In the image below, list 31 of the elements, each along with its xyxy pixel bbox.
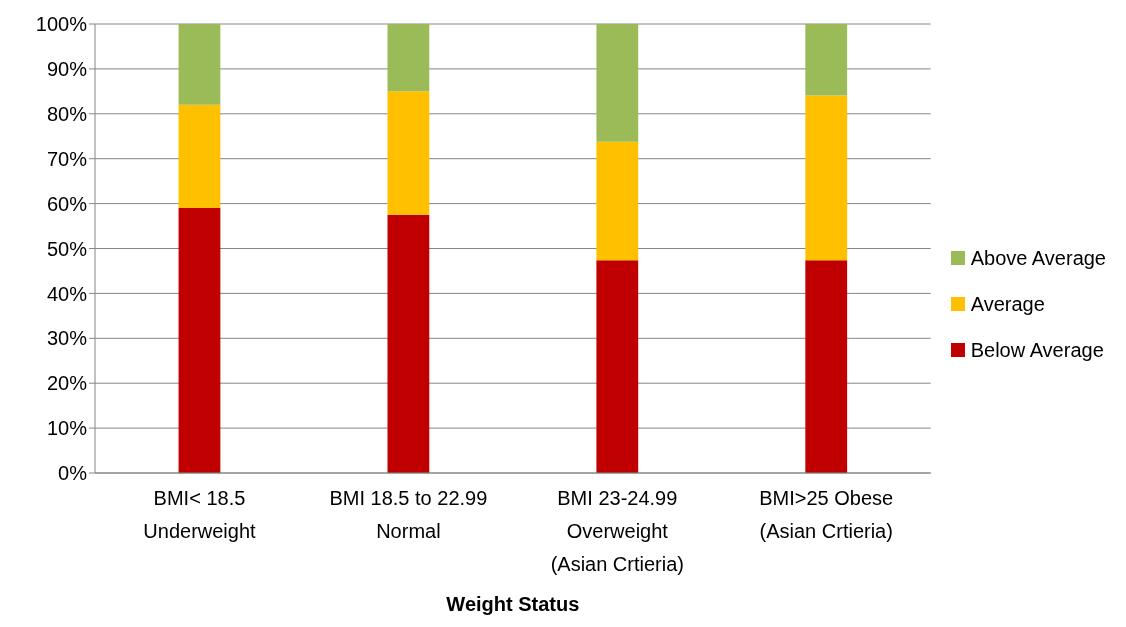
bar [596, 260, 639, 473]
x-tick-label: BMI>25 Obese (Asian Crtieria) [759, 487, 894, 542]
y-tick-label: 50% [46, 237, 88, 260]
y-tick-label: 90% [46, 58, 88, 80]
bar [178, 104, 221, 209]
bar [178, 24, 221, 105]
y-tick-label: 0% [58, 462, 88, 485]
y-tick-label: 60% [46, 192, 88, 215]
legend-label: Average [970, 292, 1045, 316]
bar [387, 214, 430, 473]
bar [805, 260, 848, 473]
y-tick-label: 80% [46, 102, 88, 125]
legend-label: Below Average [970, 338, 1104, 362]
y-tick-label: 40% [46, 282, 88, 305]
legend-label: Above Average [970, 246, 1106, 270]
bar [805, 95, 848, 261]
bar [596, 24, 639, 142]
x-tick-label: BMI 23-24.99 Overweight (Asian Crtieria) [550, 487, 684, 575]
y-tick-label: 70% [46, 147, 88, 170]
x-tick-label: BMI< 18.5 Underweight [143, 487, 257, 542]
bar [178, 208, 221, 473]
bar [387, 91, 430, 215]
y-tick-label: 100% [35, 13, 88, 36]
y-tick-label: 30% [46, 327, 88, 350]
x-axis-title: Weight Status [446, 593, 580, 615]
bar [596, 141, 639, 261]
y-tick-label: 20% [46, 372, 88, 395]
y-tick-label: 10% [46, 417, 88, 440]
bar [805, 24, 848, 96]
bar [387, 24, 430, 92]
x-tick-label: BMI 18.5 to 22.99 Normal [329, 487, 488, 542]
